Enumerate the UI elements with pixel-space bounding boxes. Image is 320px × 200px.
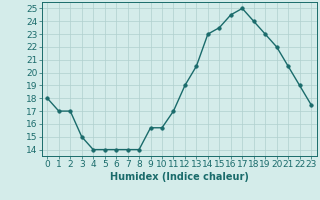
X-axis label: Humidex (Indice chaleur): Humidex (Indice chaleur) xyxy=(110,172,249,182)
